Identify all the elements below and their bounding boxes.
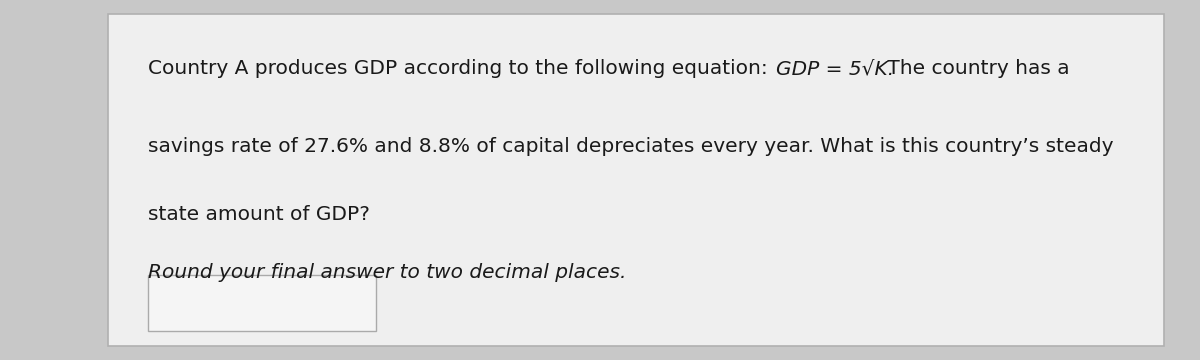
Text: Country A produces GDP according to the following equation:: Country A produces GDP according to the … [148, 59, 774, 78]
Text: savings rate of 27.6% and 8.8% of capital depreciates every year. What is this c: savings rate of 27.6% and 8.8% of capita… [148, 137, 1114, 156]
Text: The country has a: The country has a [881, 59, 1069, 78]
Text: GDP = 5√K.: GDP = 5√K. [776, 59, 894, 78]
Text: Round your final answer to two decimal places.: Round your final answer to two decimal p… [148, 263, 626, 282]
Text: state amount of GDP?: state amount of GDP? [148, 205, 370, 224]
